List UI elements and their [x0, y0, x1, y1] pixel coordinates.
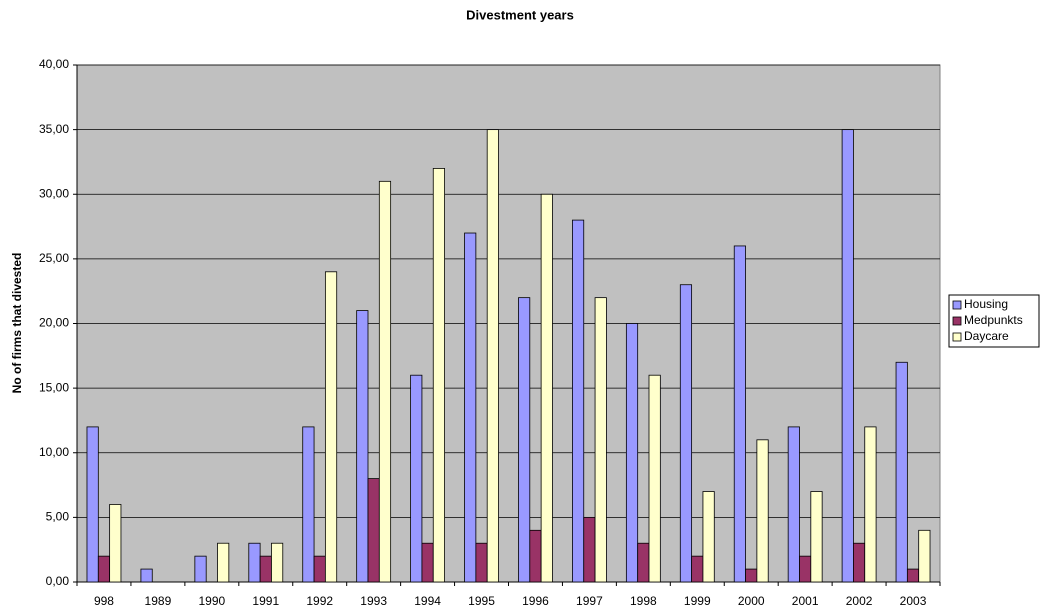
legend-box: [948, 294, 1040, 348]
bar: [486, 129, 499, 583]
x-tick-label: 2002: [846, 594, 873, 608]
bar: [594, 297, 607, 583]
bar: [895, 361, 908, 583]
bar: [140, 568, 153, 583]
bar: [679, 284, 693, 583]
bar: [540, 193, 553, 583]
bar: [529, 529, 542, 583]
bar: [367, 478, 380, 583]
bar: [583, 516, 596, 583]
x-tick-label: 1999: [684, 594, 711, 608]
bar: [194, 555, 207, 583]
x-tick-label: 1991: [252, 594, 279, 608]
bar: [271, 542, 284, 583]
y-tick-label: 25,00: [39, 251, 69, 265]
bar: [248, 542, 261, 583]
x-tick-label: 2003: [900, 594, 927, 608]
legend-label: Housing: [964, 297, 1008, 311]
y-tick-label: 0,00: [46, 574, 70, 588]
bar: [313, 555, 326, 583]
bar: [841, 129, 854, 583]
bar: [572, 219, 585, 583]
x-tick-label: 1993: [360, 594, 387, 608]
bar: [625, 323, 639, 583]
bar: [475, 542, 488, 583]
bar: [217, 542, 230, 583]
x-tick-label: 1995: [468, 594, 495, 608]
bar: [787, 426, 800, 583]
bar: [733, 245, 746, 583]
chart-title: Divestment years: [466, 7, 574, 22]
bar: [302, 426, 315, 583]
y-tick-label: 20,00: [39, 316, 69, 330]
bar: [410, 374, 423, 583]
x-tick-label: 998: [94, 594, 114, 608]
x-tick-label: 1992: [306, 594, 333, 608]
x-tick-label: 2000: [738, 594, 765, 608]
x-tick-label: 1989: [145, 594, 172, 608]
x-tick-label: 1996: [522, 594, 549, 608]
bar: [432, 167, 445, 583]
bar: [648, 374, 661, 583]
bar: [109, 504, 122, 583]
legend-swatch: [952, 316, 962, 326]
bar: [259, 555, 272, 583]
y-axis-label: No of firms that divested: [10, 253, 24, 394]
bar: [356, 310, 369, 583]
y-tick-label: 10,00: [39, 445, 69, 459]
bar: [378, 180, 392, 583]
legend-label: Medpunkts: [964, 313, 1023, 327]
bar: [810, 491, 823, 583]
bar: [691, 555, 704, 583]
bar: [86, 426, 99, 583]
bar: [853, 542, 866, 583]
x-tick-label: 1994: [414, 594, 441, 608]
y-tick-label: 30,00: [39, 186, 69, 200]
bar: [97, 555, 111, 583]
bar: [918, 529, 931, 583]
y-tick-label: 15,00: [39, 380, 69, 394]
bar: [324, 271, 338, 583]
y-tick-label: 5,00: [46, 510, 70, 524]
x-tick-label: 1997: [576, 594, 603, 608]
bar: [637, 542, 650, 583]
legend-swatch: [952, 300, 962, 310]
bar: [756, 439, 769, 583]
x-tick-label: 1998: [630, 594, 657, 608]
bar: [864, 426, 877, 583]
x-tick-label: 1990: [198, 594, 225, 608]
bar: [421, 542, 434, 583]
bar: [745, 568, 758, 583]
y-tick-label: 40,00: [39, 57, 69, 71]
bar: [906, 568, 920, 583]
x-tick-label: 2001: [792, 594, 819, 608]
legend-swatch: [952, 332, 962, 342]
bar: [702, 491, 715, 583]
bar: [799, 555, 812, 583]
legend-label: Daycare: [964, 329, 1009, 343]
bar: [518, 297, 531, 583]
y-tick-label: 35,00: [39, 122, 69, 136]
bar: [464, 232, 477, 583]
